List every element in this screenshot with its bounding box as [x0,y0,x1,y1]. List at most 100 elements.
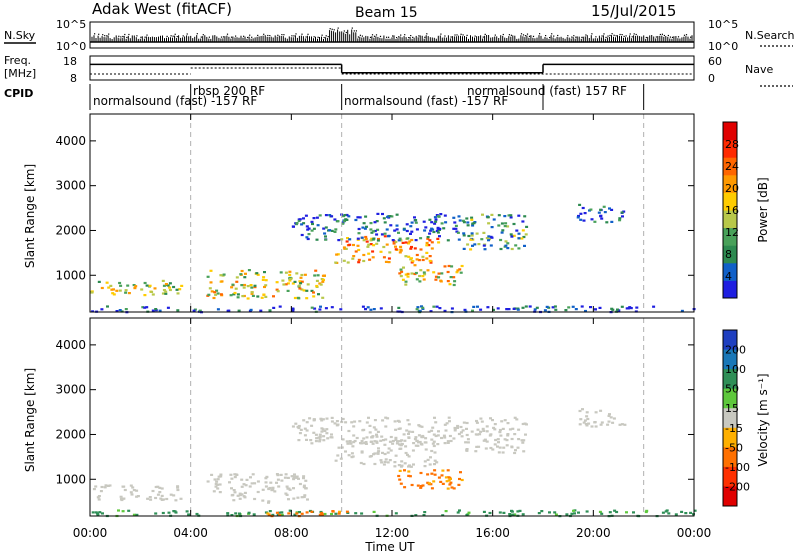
heatmap-cell [240,493,244,496]
heatmap-cell [339,457,343,460]
heatmap-cell [430,429,434,432]
heatmap-cell [445,480,449,483]
heatmap-cell [360,450,364,453]
heatmap-cell [477,243,481,246]
heatmap-cell [620,423,624,426]
heatmap-cell [471,244,474,247]
heatmap-cell [441,514,445,517]
heatmap-cell [455,230,459,233]
heatmap-cell [500,222,504,225]
nsearch-sample [623,35,625,37]
heatmap-cell [386,451,390,454]
heatmap-cell [371,256,375,259]
nsearch-sample [343,30,345,32]
heatmap-cell [508,513,512,516]
heatmap-cell [405,229,409,233]
heatmap-cell [428,463,432,466]
nsearch-sample [667,34,669,37]
heatmap-cell [414,271,418,275]
heatmap-cell [322,278,325,281]
heatmap-cell [414,239,418,242]
y-tick-label: 4000 [55,338,86,352]
heatmap-cell [524,433,527,436]
heatmap-cell [425,241,429,245]
power-time-gridlines [190,114,645,312]
heatmap-cell [391,239,395,242]
heatmap-cell [395,228,399,231]
heatmap-cell [574,308,578,311]
nsky-panel: N.Sky 10^5 10^0 10^5 10^0 N.Search [4,18,795,53]
heatmap-cell [158,491,162,494]
heatmap-cell [585,411,589,414]
heatmap-cell [400,270,404,273]
heatmap-cell [506,242,510,245]
heatmap-cell [310,229,314,232]
heatmap-cell [119,284,123,287]
heatmap-cell [132,489,136,492]
heatmap-cell [465,427,468,430]
heatmap-cell [448,434,452,438]
heatmap-cell [306,498,309,501]
cpid-segment-2: rbsp 200 RF [193,84,265,98]
heatmap-cell [607,420,611,423]
nsearch-sample [106,35,108,37]
heatmap-cell [233,291,237,295]
x-tick-label: 04:00 [173,526,208,540]
nsearch-sample [424,36,426,38]
colorbar-tick-label: -200 [725,480,750,493]
nsearch-sample [126,36,128,39]
colorbar-swatch [723,280,737,299]
heatmap-cell [503,215,507,218]
heatmap-cell [399,465,403,468]
heatmap-cell [299,282,303,285]
heatmap-cell [516,446,520,449]
heatmap-cell [449,276,453,279]
nsearch-sample [671,36,674,38]
nsearch-sample [108,33,110,35]
heatmap-cell [382,217,386,220]
heatmap-cell [502,511,506,514]
y-tick-label: 1000 [55,268,86,282]
heatmap-cell [632,511,635,514]
nsearch-sample [243,35,245,37]
heatmap-cell [446,239,450,242]
nsky-trace [89,27,694,43]
heatmap-cell [430,241,434,244]
heatmap-cell [514,449,517,452]
heatmap-cell [419,485,423,488]
heatmap-cell [302,495,306,499]
heatmap-cell [359,442,362,445]
nave-tick-top: 60 [708,55,722,68]
colorbar-tick-label: -50 [725,441,743,454]
heatmap-cell [143,294,147,297]
heatmap-cell [496,307,500,310]
heatmap-cell [245,478,249,481]
heatmap-cell [400,460,404,463]
heatmap-cell [343,220,347,223]
heatmap-cell [414,221,418,224]
heatmap-cell [606,423,610,426]
heatmap-cell [487,235,491,238]
nsearch-sample [508,34,510,36]
heatmap-cell [288,273,292,276]
heatmap-cell [324,235,327,238]
heatmap-cell [362,239,366,242]
nsearch-sample [313,36,315,38]
heatmap-cell [461,219,465,222]
heatmap-cell [364,441,368,444]
heatmap-cell [442,434,446,437]
heatmap-cell [414,219,418,222]
heatmap-cell [296,425,300,429]
heatmap-cell [343,214,347,217]
heatmap-cell [348,243,352,246]
heatmap-cell [489,417,492,420]
heatmap-cell [179,497,183,500]
heatmap-cell [665,509,669,512]
nsearch-sample [631,36,633,38]
heatmap-cell [583,212,587,215]
heatmap-cell [154,496,158,500]
heatmap-cell [175,288,179,291]
heatmap-cell [441,469,445,472]
heatmap-cell [475,419,478,423]
heatmap-cell [302,222,306,225]
